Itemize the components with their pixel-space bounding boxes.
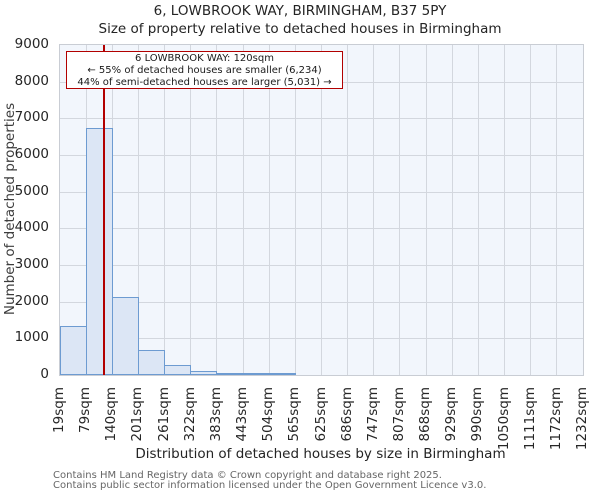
y-tick-label: 2000 bbox=[14, 292, 49, 309]
histogram-bar bbox=[190, 370, 218, 375]
gridline-vertical bbox=[530, 45, 532, 375]
gridline-vertical bbox=[504, 45, 506, 375]
histogram-bar bbox=[242, 373, 270, 375]
marker-line bbox=[102, 45, 105, 375]
x-axis-title: Distribution of detached houses by size … bbox=[135, 446, 506, 462]
y-tick-label: 8000 bbox=[14, 72, 49, 89]
gridline-vertical bbox=[399, 45, 401, 375]
histogram-bar bbox=[216, 373, 244, 375]
gridline-vertical bbox=[451, 45, 453, 375]
annotation-line-1: 6 LOWBROOK WAY: 120sqm bbox=[135, 53, 274, 64]
chart-subtitle: Size of property relative to detached ho… bbox=[98, 21, 502, 37]
gridline-vertical bbox=[347, 45, 349, 375]
gridline-vertical bbox=[216, 45, 218, 375]
gridline-vertical bbox=[425, 45, 427, 375]
y-tick-label: 9000 bbox=[14, 36, 49, 52]
y-tick-label: 3000 bbox=[14, 256, 49, 272]
histogram-bar bbox=[59, 325, 87, 375]
histogram-bar bbox=[137, 350, 166, 375]
chart-title: 6, LOWBROOK WAY, BIRMINGHAM, B37 5PY bbox=[153, 3, 447, 19]
annotation-line-2: ← 55% of detached houses are smaller (6,… bbox=[87, 65, 322, 76]
histogram-bar bbox=[268, 373, 296, 375]
y-tick-label: 0 bbox=[40, 366, 49, 382]
gridline-vertical bbox=[556, 45, 558, 375]
gridline-vertical bbox=[294, 45, 296, 375]
y-tick-label: 7000 bbox=[14, 109, 49, 126]
y-tick-label: 4000 bbox=[14, 219, 49, 236]
annotation-line-3: 44% of semi-detached houses are larger (… bbox=[77, 77, 332, 88]
attribution-text: Contains HM Land Registry data © Crown c… bbox=[53, 470, 487, 492]
histogram-bar bbox=[85, 127, 113, 375]
y-tick-label: 6000 bbox=[14, 146, 49, 162]
y-tick-label: 5000 bbox=[14, 182, 49, 199]
y-tick-label: 1000 bbox=[14, 329, 49, 346]
gridline-vertical bbox=[321, 45, 322, 375]
plot-area: 6 LOWBROOK WAY: 120sqm ← 55% of detached… bbox=[59, 44, 584, 376]
gridline-vertical bbox=[477, 45, 479, 375]
gridline-vertical bbox=[268, 45, 270, 375]
gridline-vertical bbox=[190, 45, 192, 375]
attribution-line-2: Contains public sector information licen… bbox=[53, 480, 487, 492]
histogram-bar bbox=[111, 296, 139, 375]
gridline-vertical bbox=[164, 45, 166, 375]
annotation-box: 6 LOWBROOK WAY: 120sqm ← 55% of detached… bbox=[66, 51, 343, 89]
gridline-vertical bbox=[242, 45, 244, 375]
gridline-vertical bbox=[137, 45, 139, 375]
attribution-line-1: Contains HM Land Registry data © Crown c… bbox=[53, 470, 442, 481]
histogram-bar bbox=[164, 365, 192, 375]
gridline-vertical bbox=[373, 45, 375, 375]
